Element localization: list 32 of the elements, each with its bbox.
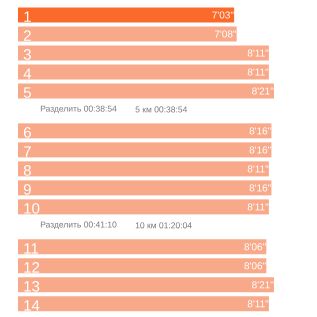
data-label: 7'03": [212, 11, 234, 19]
data-label: 8'11": [248, 203, 268, 210]
y-tick-label: 14: [24, 300, 40, 311]
y-tick-label: 1: [24, 11, 31, 22]
y-tick-label: 13: [24, 280, 40, 292]
y-tick-label: 4: [24, 68, 32, 79]
data-label: 8'06": [244, 262, 266, 270]
y-tick-label: 3: [24, 49, 31, 60]
data-label: 8'16": [250, 146, 271, 154]
data-label: 8'16": [250, 127, 271, 134]
data-label: 8'11": [248, 165, 268, 172]
y-tick-label: 6: [24, 127, 31, 138]
y-tick-label: 7: [24, 146, 31, 157]
y-tick-label: 12: [24, 262, 40, 273]
y-tick-label: 8: [24, 165, 31, 176]
data-label: 8'16": [250, 184, 271, 192]
annotation: 10 км 01:20:04: [136, 222, 192, 228]
annotation: Разделить 00:38:54: [40, 106, 117, 114]
data-label: 8'06": [244, 243, 266, 250]
data-label: 8'21": [252, 87, 274, 95]
annotation: Разделить 00:41:10: [40, 222, 116, 230]
data-label: 8'21": [252, 281, 274, 288]
y-tick-label: 10: [24, 203, 40, 214]
data-label: 8'11": [248, 68, 268, 76]
data-label: 7'08": [214, 30, 236, 38]
data-label: 8'11": [248, 49, 268, 57]
y-tick-label: 5: [24, 87, 31, 98]
y-tick-label: 2: [24, 30, 31, 41]
annotation: 5 км 00:38:54: [136, 106, 188, 112]
y-tick-label: 11: [24, 243, 38, 254]
y-tick-label: 9: [24, 184, 31, 195]
data-label: 8'11": [248, 300, 268, 308]
